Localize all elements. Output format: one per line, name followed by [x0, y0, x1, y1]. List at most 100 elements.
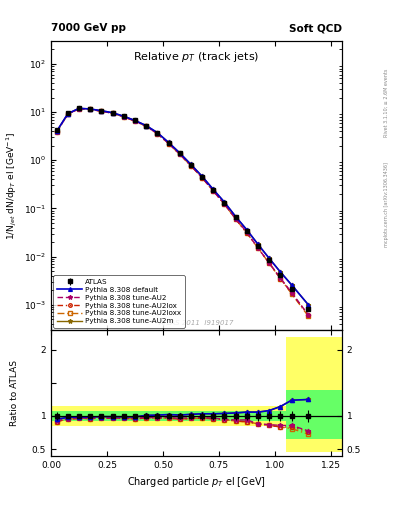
Pythia 8.308 tune-AU2 — [88, 106, 93, 113]
Pythia 8.308 tune-AU2lox — [77, 105, 81, 112]
Pythia 8.308 default — [88, 106, 93, 112]
Pythia 8.308 tune-AU2 — [278, 275, 283, 281]
Text: ATLAS 2011  I919017: ATLAS 2011 I919017 — [159, 319, 234, 326]
Pythia 8.308 tune-AU2 — [289, 289, 294, 295]
Pythia 8.308 tune-AU2 — [177, 151, 182, 157]
Line: Pythia 8.308 tune-AU2: Pythia 8.308 tune-AU2 — [54, 106, 311, 317]
Pythia 8.308 tune-AU2loxx — [189, 163, 193, 169]
Pythia 8.308 tune-AU2loxx — [54, 129, 59, 135]
Pythia 8.308 tune-AU2lox — [211, 188, 216, 194]
Pythia 8.308 default — [155, 130, 160, 136]
Pythia 8.308 tune-AU2m — [66, 111, 70, 117]
Pythia 8.308 tune-AU2loxx — [211, 188, 216, 194]
Pythia 8.308 tune-AU2lox — [166, 140, 171, 146]
Pythia 8.308 tune-AU2m — [166, 139, 171, 145]
Pythia 8.308 tune-AU2loxx — [177, 151, 182, 157]
Pythia 8.308 tune-AU2loxx — [88, 106, 93, 113]
Pythia 8.308 tune-AU2m — [267, 255, 272, 262]
Pythia 8.308 tune-AU2lox — [110, 110, 115, 116]
Pythia 8.308 tune-AU2loxx — [200, 175, 204, 181]
Pythia 8.308 tune-AU2 — [166, 140, 171, 146]
Pythia 8.308 tune-AU2lox — [88, 106, 93, 113]
Pythia 8.308 tune-AU2loxx — [278, 275, 283, 282]
Pythia 8.308 tune-AU2m — [54, 128, 59, 134]
Pythia 8.308 tune-AU2loxx — [132, 118, 137, 124]
Pythia 8.308 default — [278, 269, 283, 275]
Pythia 8.308 tune-AU2 — [200, 175, 204, 181]
Pythia 8.308 default — [99, 108, 104, 114]
Pythia 8.308 tune-AU2loxx — [155, 131, 160, 137]
Pythia 8.308 tune-AU2m — [155, 130, 160, 136]
Pythia 8.308 tune-AU2loxx — [289, 291, 294, 297]
Pythia 8.308 default — [132, 117, 137, 123]
Pythia 8.308 tune-AU2lox — [121, 114, 126, 120]
Pythia 8.308 tune-AU2lox — [99, 108, 104, 114]
Pythia 8.308 tune-AU2m — [289, 282, 294, 288]
Pythia 8.308 tune-AU2loxx — [222, 201, 227, 207]
Y-axis label: Ratio to ATLAS: Ratio to ATLAS — [10, 360, 19, 426]
Pythia 8.308 tune-AU2 — [244, 229, 249, 236]
Pythia 8.308 tune-AU2m — [244, 227, 249, 233]
Pythia 8.308 tune-AU2loxx — [99, 108, 104, 114]
Pythia 8.308 tune-AU2m — [121, 113, 126, 119]
Pythia 8.308 tune-AU2 — [267, 260, 272, 266]
Pythia 8.308 tune-AU2m — [233, 214, 238, 220]
Pythia 8.308 tune-AU2m — [256, 241, 261, 247]
Pythia 8.308 tune-AU2lox — [155, 131, 160, 137]
Pythia 8.308 tune-AU2lox — [200, 175, 204, 181]
Pythia 8.308 tune-AU2m — [306, 302, 311, 308]
Pythia 8.308 tune-AU2lox — [66, 111, 70, 117]
Pythia 8.308 default — [267, 255, 272, 262]
Pythia 8.308 tune-AU2lox — [189, 163, 193, 169]
Pythia 8.308 tune-AU2loxx — [244, 230, 249, 236]
Pythia 8.308 tune-AU2 — [110, 110, 115, 116]
Pythia 8.308 tune-AU2 — [99, 108, 104, 114]
Pythia 8.308 tune-AU2 — [211, 188, 216, 194]
Pythia 8.308 tune-AU2lox — [177, 151, 182, 157]
Pythia 8.308 default — [222, 199, 227, 205]
Pythia 8.308 default — [306, 302, 311, 308]
Pythia 8.308 tune-AU2m — [77, 105, 81, 112]
Pythia 8.308 tune-AU2loxx — [66, 111, 70, 117]
Pythia 8.308 default — [166, 139, 171, 145]
Pythia 8.308 tune-AU2 — [155, 131, 160, 137]
Text: Relative $p_T$ (track jets): Relative $p_T$ (track jets) — [133, 50, 260, 63]
X-axis label: Charged particle $p_T$ el [GeV]: Charged particle $p_T$ el [GeV] — [127, 475, 266, 489]
Pythia 8.308 tune-AU2m — [189, 161, 193, 167]
Pythia 8.308 tune-AU2m — [132, 117, 137, 123]
Pythia 8.308 tune-AU2 — [77, 105, 81, 112]
Pythia 8.308 tune-AU2 — [121, 114, 126, 120]
Text: mcplots.cern.ch [arXiv:1306.3436]: mcplots.cern.ch [arXiv:1306.3436] — [384, 162, 389, 247]
Pythia 8.308 tune-AU2lox — [132, 118, 137, 124]
Pythia 8.308 tune-AU2m — [177, 150, 182, 156]
Pythia 8.308 default — [66, 111, 70, 117]
Pythia 8.308 default — [54, 128, 59, 134]
Pythia 8.308 tune-AU2lox — [256, 245, 261, 251]
Pythia 8.308 tune-AU2 — [144, 123, 149, 129]
Pythia 8.308 tune-AU2 — [66, 111, 70, 117]
Pythia 8.308 tune-AU2 — [222, 201, 227, 207]
Pythia 8.308 default — [77, 105, 81, 112]
Pythia 8.308 tune-AU2lox — [278, 275, 283, 282]
Line: Pythia 8.308 default: Pythia 8.308 default — [55, 106, 310, 307]
Pythia 8.308 tune-AU2 — [256, 245, 261, 251]
Pythia 8.308 default — [200, 173, 204, 179]
Pythia 8.308 tune-AU2loxx — [166, 140, 171, 146]
Pythia 8.308 tune-AU2m — [200, 173, 204, 179]
Pythia 8.308 tune-AU2loxx — [256, 245, 261, 251]
Pythia 8.308 tune-AU2loxx — [121, 114, 126, 120]
Legend: ATLAS, Pythia 8.308 default, Pythia 8.308 tune-AU2, Pythia 8.308 tune-AU2lox, Py: ATLAS, Pythia 8.308 default, Pythia 8.30… — [53, 275, 185, 328]
Pythia 8.308 tune-AU2m — [144, 122, 149, 129]
Pythia 8.308 tune-AU2lox — [54, 129, 59, 135]
Pythia 8.308 default — [289, 282, 294, 288]
Pythia 8.308 tune-AU2loxx — [233, 216, 238, 222]
Pythia 8.308 tune-AU2lox — [244, 230, 249, 236]
Text: Rivet 3.1.10; ≥ 2.6M events: Rivet 3.1.10; ≥ 2.6M events — [384, 68, 389, 137]
Pythia 8.308 default — [189, 161, 193, 167]
Line: Pythia 8.308 tune-AU2lox: Pythia 8.308 tune-AU2lox — [55, 107, 310, 317]
Pythia 8.308 default — [233, 214, 238, 220]
Pythia 8.308 tune-AU2m — [222, 199, 227, 205]
Pythia 8.308 tune-AU2 — [189, 162, 193, 168]
Pythia 8.308 tune-AU2lox — [233, 216, 238, 222]
Pythia 8.308 default — [177, 150, 182, 156]
